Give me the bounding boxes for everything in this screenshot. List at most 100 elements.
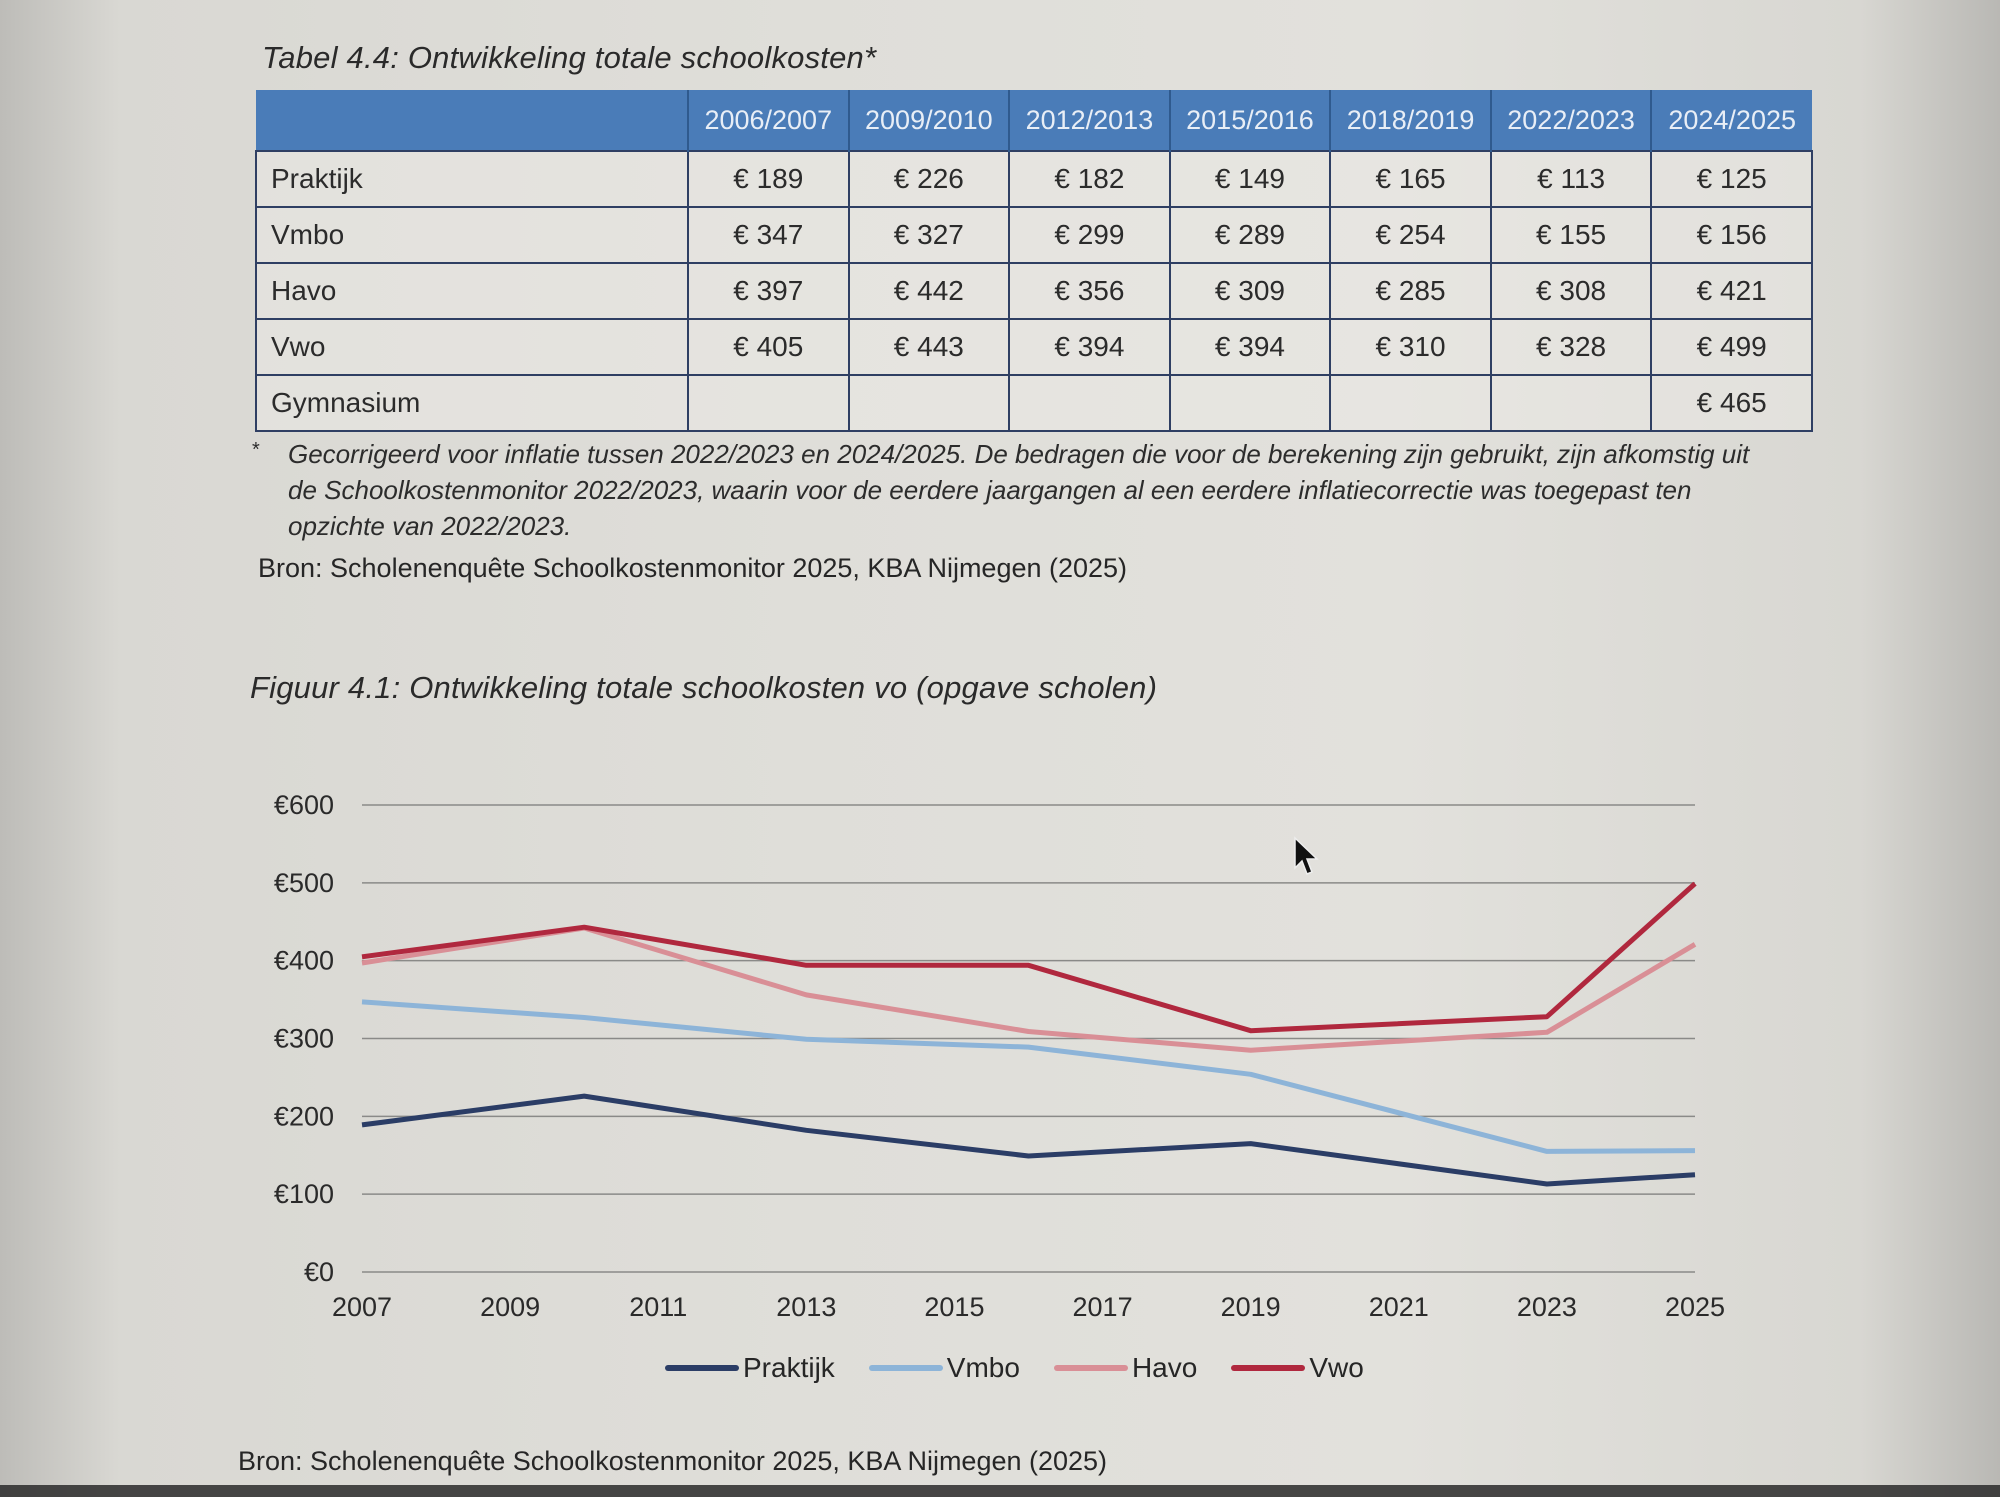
x-tick-label: 2013 xyxy=(776,1292,836,1322)
series-line-havo xyxy=(361,925,1697,1053)
table-cell: € 285 xyxy=(1329,262,1492,320)
gridlines xyxy=(362,804,1695,1273)
legend-swatch xyxy=(665,1365,739,1371)
table-row: Vwo € 405 € 443 € 394 € 394 € 310 € 328 € 499 xyxy=(255,318,1813,376)
legend-swatch xyxy=(1231,1365,1306,1371)
y-tick-label: €300 xyxy=(274,1024,334,1054)
table-cell xyxy=(1329,374,1492,432)
x-axis-ticks: 2007 2009 2011 2013 2015 2017 2019 2021 2023 2025 xyxy=(332,1292,1725,1322)
line-chart: €0€100€200€300€400€500€600 2007 2009 2011 2… xyxy=(274,790,1725,1322)
x-tick-label: 2015 xyxy=(924,1292,984,1322)
table-cell: € 182 xyxy=(1008,150,1171,208)
table-source: Bron: Scholenenquête Schoolkostenmonitor… xyxy=(258,553,1128,583)
column-header: 2012/2013 xyxy=(1008,90,1170,151)
series-line-vwo xyxy=(361,881,1697,1034)
table-cell: € 394 xyxy=(1008,318,1171,376)
y-tick-label: €400 xyxy=(274,946,334,976)
table-cell: € 226 xyxy=(847,150,1011,208)
table-row: Vmbo € 347 € 327 € 299 € 289 € 254 € 155 € 156 xyxy=(255,206,1813,264)
table-title: Tabel 4.4: Ontwikkeling totale schoolkos… xyxy=(262,40,877,75)
column-header xyxy=(256,90,688,151)
table-cell: € 397 xyxy=(687,262,850,320)
table-cell: € 254 xyxy=(1329,206,1492,264)
screen-edge xyxy=(0,1485,2000,1497)
table-cell: € 113 xyxy=(1489,150,1653,208)
footnote-marker: * xyxy=(252,439,260,461)
table-row: Gymnasium € 465 xyxy=(255,374,1813,432)
schoolkosten-table: 2006/2007 2009/2010 2012/2013 2015/2016 … xyxy=(255,90,1813,432)
x-tick-label: 2019 xyxy=(1221,1292,1281,1322)
table-cell: € 165 xyxy=(1329,150,1492,208)
table-cell: € 499 xyxy=(1650,318,1813,376)
table-row: Praktijk € 189 € 226 € 182 € 149 € 165 € 113 € … xyxy=(255,150,1813,208)
x-tick-label: 2023 xyxy=(1517,1292,1577,1322)
table-cell: € 443 xyxy=(847,318,1011,376)
x-tick-label: 2011 xyxy=(629,1292,687,1322)
legend-label: Vmbo xyxy=(946,1352,1020,1383)
table-cell: € 347 xyxy=(687,206,850,264)
legend-swatch xyxy=(868,1365,943,1371)
table-cell: € 125 xyxy=(1650,150,1813,208)
column-header: 2018/2019 xyxy=(1329,90,1491,151)
table-cell: € 155 xyxy=(1489,206,1653,264)
mouse-cursor-icon xyxy=(1294,836,1319,875)
row-label: Havo xyxy=(255,262,689,320)
table-cell: € 299 xyxy=(1008,206,1171,264)
table-cell: € 328 xyxy=(1489,318,1653,376)
legend-label: Praktijk xyxy=(743,1352,835,1383)
x-tick-label: 2021 xyxy=(1369,1292,1429,1322)
chart-legend: Praktijk Vmbo Havo Vwo xyxy=(665,1352,1364,1384)
series-lines xyxy=(361,881,1697,1187)
table-cell: € 149 xyxy=(1168,150,1332,208)
x-tick-label: 2009 xyxy=(480,1292,540,1322)
x-tick-label: 2007 xyxy=(332,1292,392,1322)
legend-item-vwo: Vwo xyxy=(1231,1352,1364,1384)
y-tick-label: €200 xyxy=(274,1101,334,1131)
series-line-vmbo xyxy=(361,999,1696,1154)
x-tick-label: 2017 xyxy=(1073,1292,1133,1322)
table-cell xyxy=(687,374,850,432)
column-header: 2022/2023 xyxy=(1489,90,1652,151)
table-cell: € 289 xyxy=(1168,206,1332,264)
row-label: Praktijk xyxy=(255,150,689,208)
column-header: 2024/2025 xyxy=(1650,90,1812,151)
y-tick-label: €500 xyxy=(274,868,334,898)
table-cell: € 405 xyxy=(687,318,850,376)
table-cell: € 308 xyxy=(1489,262,1653,320)
figure-title: Figuur 4.1: Ontwikkeling totale schoolko… xyxy=(250,670,1158,705)
y-tick-label: €100 xyxy=(274,1179,334,1209)
table-cell: € 394 xyxy=(1168,318,1332,376)
table-row: Havo € 397 € 442 € 356 € 309 € 285 € 308 € 421 xyxy=(255,262,1813,320)
y-axis-ticks: €0 €100 €200 €300 €400 €500 €600 xyxy=(274,790,334,1287)
table-cell: € 421 xyxy=(1650,262,1813,320)
legend-item-vmbo: Vmbo xyxy=(868,1352,1020,1384)
column-header: 2015/2016 xyxy=(1168,90,1331,151)
table-header-row: 2006/2007 2009/2010 2012/2013 2015/2016 … xyxy=(256,90,1812,151)
row-label: Vwo xyxy=(255,318,689,376)
table-cell: € 327 xyxy=(847,206,1011,264)
row-label: Gymnasium xyxy=(255,374,689,432)
x-tick-label: 2025 xyxy=(1665,1292,1725,1322)
table-cell: € 156 xyxy=(1650,206,1813,264)
legend-item-praktijk: Praktijk xyxy=(665,1352,835,1384)
legend-swatch xyxy=(1053,1365,1128,1371)
table-cell: € 465 xyxy=(1650,374,1813,432)
table-cell xyxy=(1489,374,1653,432)
table-cell: € 442 xyxy=(847,262,1011,320)
table-cell xyxy=(1008,374,1171,432)
legend-label: Vwo xyxy=(1309,1352,1364,1383)
y-tick-label: €0 xyxy=(304,1257,334,1287)
row-label: Vmbo xyxy=(255,206,689,264)
figure-source: Bron: Scholenenquête Schoolkostenmonitor… xyxy=(238,1446,1108,1476)
table-cell: € 309 xyxy=(1168,262,1332,320)
footnote-text: Gecorrigeerd voor inflatie tussen 2022/2… xyxy=(288,439,1750,541)
legend-item-havo: Havo xyxy=(1053,1352,1198,1384)
y-tick-label: €600 xyxy=(274,790,334,820)
legend-label: Havo xyxy=(1131,1352,1198,1383)
table-footnote: * Gecorrigeerd voor inflatie tussen 2022… xyxy=(252,436,1752,544)
column-header: 2006/2007 xyxy=(687,90,849,151)
column-header: 2009/2010 xyxy=(847,90,1010,151)
table-cell: € 356 xyxy=(1008,262,1171,320)
table-cell xyxy=(847,374,1011,432)
series-line-praktijk xyxy=(361,1093,1696,1187)
